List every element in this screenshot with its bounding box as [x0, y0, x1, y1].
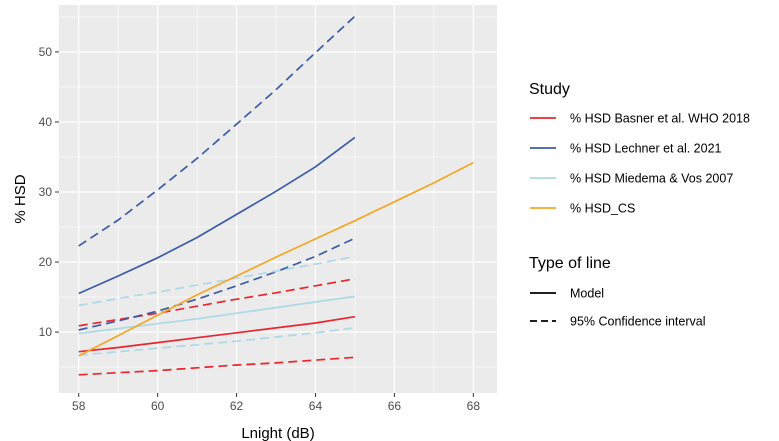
x-tick-label: 68 — [467, 399, 481, 413]
legend-item-study: % HSD Basner et al. WHO 2018 — [530, 112, 750, 126]
legend-item-study: % HSD Miedema & Vos 2007 — [530, 172, 733, 186]
legend-linetype-items: Model 95% Confidence interval — [530, 287, 706, 329]
legend-item-label: % HSD Miedema & Vos 2007 — [570, 172, 733, 186]
x-tick-label: 66 — [388, 399, 402, 413]
legend-item-linetype: 95% Confidence interval — [530, 315, 706, 329]
x-axis-title: Lnight (dB) — [241, 425, 314, 441]
legend-item-label: 95% Confidence interval — [570, 315, 706, 329]
x-tick-label: 62 — [230, 399, 244, 413]
model-line-hsd-lechner-et-al-2021 — [78, 136, 356, 295]
x-tick-label: 64 — [309, 399, 323, 413]
legend-item-label: % HSD Lechner et al. 2021 — [570, 142, 722, 156]
legend-item-study: % HSD Lechner et al. 2021 — [530, 142, 722, 156]
legend-title-linetype: Type of line — [529, 255, 611, 272]
y-tick-label: 40 — [39, 115, 53, 129]
axes: 58 60 62 64 66 68 10 20 30 40 50 — [39, 45, 481, 413]
y-tick-label: 20 — [39, 255, 53, 269]
legend: Study % HSD Basner et al. WHO 2018% HSD … — [529, 81, 750, 329]
ci-upper-line-hsd-lechner-et-al-2021 — [78, 15, 356, 247]
legend-item-label: % HSD Basner et al. WHO 2018 — [570, 112, 750, 126]
x-tick-label: 58 — [72, 399, 86, 413]
ci-lower-line-hsd-miedema-vos-2007 — [78, 327, 356, 357]
ci-upper-line-hsd-miedema-vos-2007 — [78, 255, 356, 307]
legend-color-items: % HSD Basner et al. WHO 2018 % HSD Lechne… — [530, 112, 750, 216]
y-tick-label: 50 — [39, 45, 53, 59]
legend-item-label: % HSD_CS — [570, 202, 635, 216]
y-tick-label: 30 — [39, 185, 53, 199]
x-tick-label: 60 — [151, 399, 165, 413]
panel-background — [59, 5, 497, 393]
legend-item-label: Model — [570, 287, 604, 301]
model-line-hsd-cs — [78, 161, 474, 357]
legend-title-study: Study — [529, 81, 570, 98]
series-lines — [78, 15, 474, 376]
legend-item-linetype: Model — [530, 287, 604, 301]
legend-item-study: % HSD_CS — [530, 202, 635, 216]
model-line-hsd-miedema-vos-2007 — [78, 295, 356, 335]
model-line-hsd-basner-et-al-who-2018 — [78, 315, 356, 353]
ci-lower-line-hsd-basner-et-al-who-2018 — [78, 356, 355, 376]
y-tick-label: 10 — [39, 325, 53, 339]
y-axis-title: % HSD — [12, 174, 29, 223]
grid-lines — [59, 5, 497, 393]
ci-lower-line-hsd-lechner-et-al-2021 — [78, 237, 356, 331]
